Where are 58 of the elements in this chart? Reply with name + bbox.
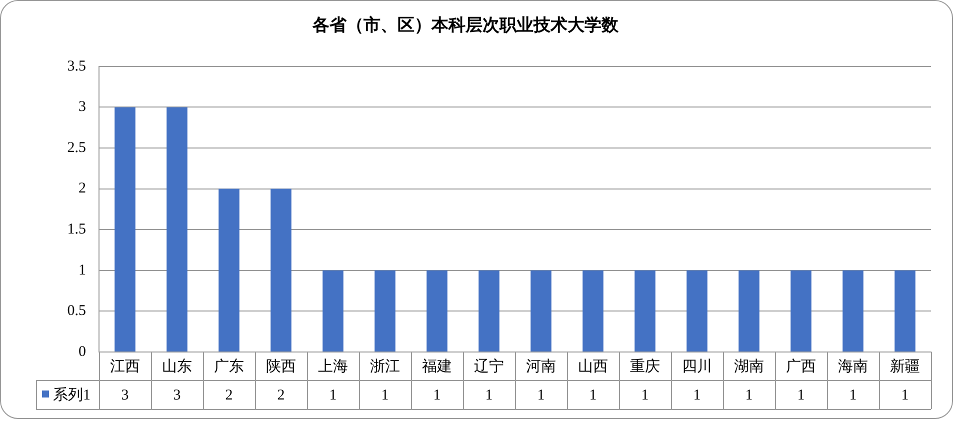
bar (634, 270, 656, 352)
bar (270, 188, 292, 352)
y-tick-label: 2.5 (67, 140, 86, 156)
x-tick-label: 上海 (318, 358, 348, 375)
data-label: 1 (641, 387, 649, 404)
x-tick-label: 重庆 (630, 358, 660, 375)
bar (842, 270, 864, 352)
x-tick-label: 湖南 (734, 358, 764, 375)
data-label: 2 (277, 387, 285, 404)
data-label: 1 (537, 387, 545, 404)
data-label: 1 (381, 387, 389, 404)
bar (582, 270, 604, 352)
x-tick-label: 海南 (838, 358, 868, 375)
data-label: 2 (225, 387, 233, 404)
x-tick-label: 四川 (682, 358, 712, 375)
data-label: 3 (121, 387, 129, 404)
bar (374, 270, 396, 352)
legend-label: 系列1 (53, 386, 90, 404)
y-tick-label: 0.5 (67, 303, 86, 320)
bar (790, 270, 812, 352)
data-label: 1 (745, 387, 753, 404)
y-tick-label: 3.5 (67, 58, 86, 74)
bar (166, 107, 188, 352)
bar (530, 270, 552, 352)
data-label: 1 (329, 387, 337, 404)
bar (478, 270, 500, 352)
chart-title: 各省（市、区）本科层次职业技术大学数 (312, 16, 620, 36)
x-tick-label: 陕西 (266, 358, 296, 375)
data-label: 1 (485, 387, 493, 404)
data-label: 1 (849, 387, 857, 404)
bar (686, 270, 708, 352)
x-tick-label: 山西 (578, 358, 608, 375)
data-label: 1 (433, 387, 441, 404)
x-tick-label: 山东 (162, 358, 192, 375)
x-tick-label: 辽宁 (474, 358, 504, 375)
bar (426, 270, 448, 352)
x-tick-label: 江西 (110, 358, 140, 375)
data-label: 1 (901, 387, 909, 404)
bar (114, 107, 136, 352)
x-tick-label: 河南 (526, 358, 556, 375)
bar (218, 188, 240, 352)
bar (738, 270, 760, 352)
y-tick-label: 0 (78, 344, 86, 360)
data-label: 1 (589, 387, 597, 404)
x-tick-label: 浙江 (370, 358, 400, 375)
data-label: 1 (693, 387, 701, 404)
x-tick-label: 广西 (786, 358, 816, 375)
y-tick-label: 2 (78, 180, 86, 197)
bar (894, 270, 916, 352)
data-label: 3 (173, 387, 181, 404)
x-tick-label: 新疆 (890, 358, 920, 375)
y-tick-label: 1.5 (67, 222, 86, 238)
data-label: 1 (797, 387, 805, 404)
x-tick-label: 广东 (214, 358, 244, 375)
bar (322, 270, 344, 352)
y-tick-label: 3 (78, 99, 86, 116)
x-tick-label: 福建 (422, 358, 452, 375)
y-tick-label: 1 (78, 262, 86, 278)
